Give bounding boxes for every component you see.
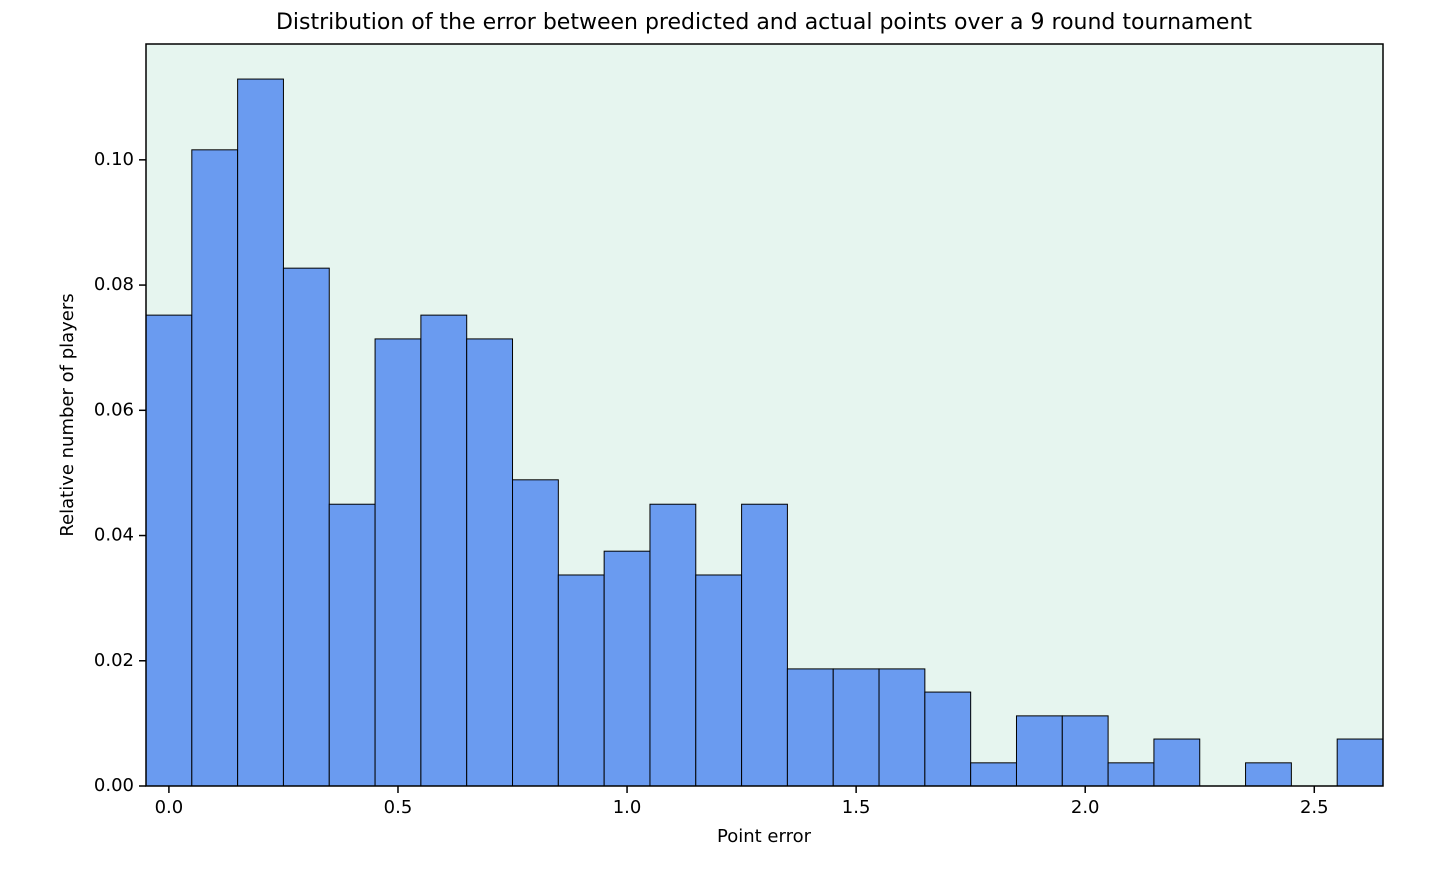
y-tick-label: 0.06 — [94, 399, 134, 420]
y-tick-label: 0.00 — [94, 775, 134, 796]
y-tick-label: 0.10 — [94, 149, 134, 170]
bar — [832, 668, 880, 787]
bar — [970, 762, 1017, 787]
bar — [1061, 715, 1109, 787]
chart-title: Distribution of the error between predic… — [276, 10, 1252, 35]
plot-frame — [145, 43, 1384, 787]
bar — [466, 338, 514, 787]
x-axis-label: Point error — [717, 826, 812, 847]
x-tick-label: 2.5 — [1300, 797, 1329, 818]
bar — [741, 503, 788, 787]
bar — [420, 314, 468, 787]
bar — [282, 267, 330, 787]
bar — [374, 338, 422, 787]
bar — [1015, 715, 1063, 787]
bar — [145, 314, 193, 787]
x-tick-label: 0.5 — [384, 797, 413, 818]
x-tick-label: 2.0 — [1071, 797, 1100, 818]
bar — [603, 550, 651, 787]
x-tick-label: 1.5 — [842, 797, 871, 818]
bar — [328, 503, 376, 787]
y-tick-label: 0.02 — [94, 650, 134, 671]
y-tick-label: 0.08 — [94, 274, 134, 295]
bar — [1153, 738, 1201, 787]
bar — [1245, 762, 1292, 787]
bar — [191, 149, 239, 787]
bar — [512, 479, 559, 787]
bar — [237, 78, 284, 787]
bar — [1336, 738, 1384, 787]
y-tick-label: 0.04 — [94, 525, 134, 546]
x-tick-label: 0.0 — [155, 797, 184, 818]
bar — [649, 503, 697, 787]
bar — [878, 668, 926, 787]
bar — [557, 574, 605, 787]
y-axis-label: Relative number of players — [57, 293, 78, 536]
bar — [695, 574, 743, 787]
x-tick-label: 1.0 — [613, 797, 642, 818]
bar — [1107, 762, 1155, 787]
bar — [924, 691, 972, 787]
bar — [786, 668, 834, 787]
